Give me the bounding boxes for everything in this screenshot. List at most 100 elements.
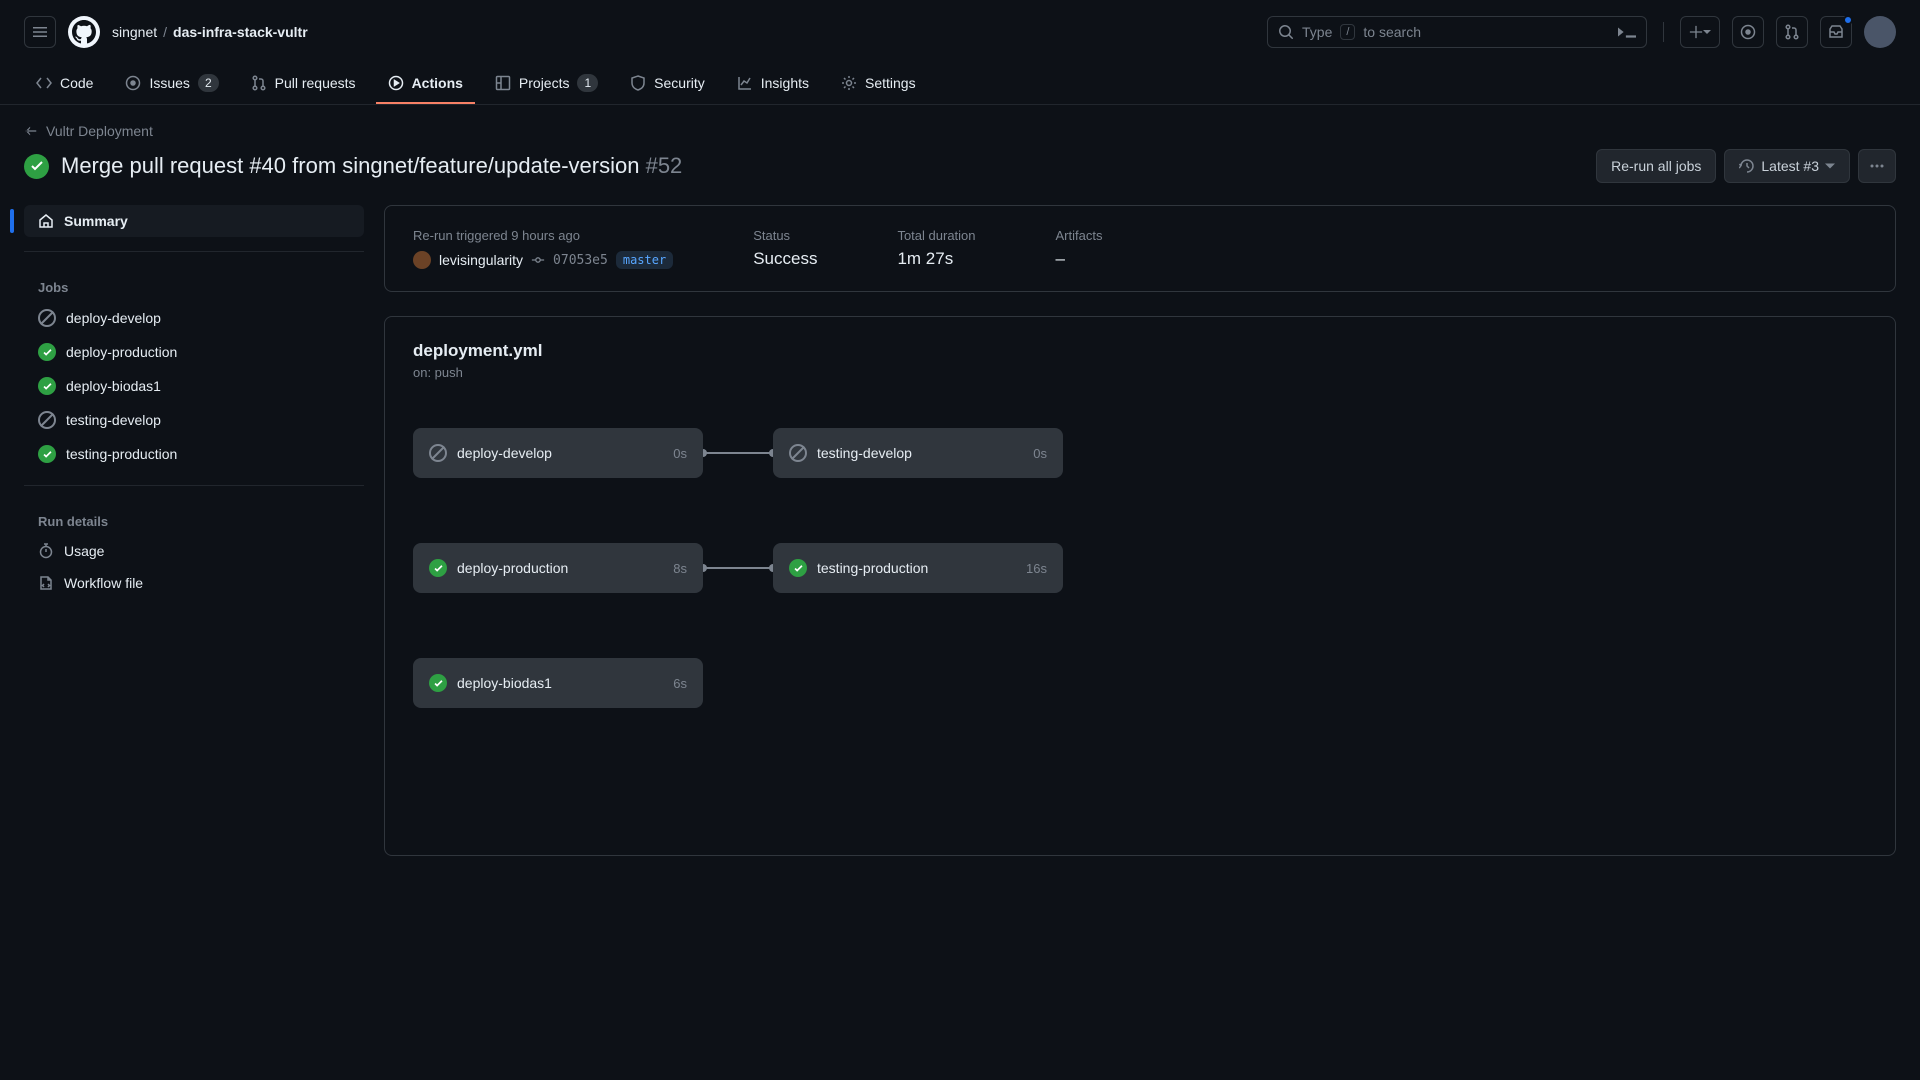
job-card-duration: 6s: [673, 676, 687, 691]
run-summary-box: Re-run triggered 9 hours ago levisingula…: [384, 205, 1896, 292]
workflow-graph-box: deployment.yml on: push deploy-develop0s…: [384, 316, 1896, 856]
user-avatar[interactable]: [1864, 16, 1896, 48]
actor-name[interactable]: levisingularity: [439, 252, 523, 268]
job-card-duration: 16s: [1026, 561, 1047, 576]
pr-icon: [251, 75, 267, 91]
skip-icon: [38, 309, 56, 327]
check-icon: [38, 343, 56, 361]
status-value: Success: [753, 249, 817, 269]
search-kbd: /: [1340, 24, 1355, 40]
tab-security[interactable]: Security: [618, 64, 717, 104]
breadcrumb: singnet / das-infra-stack-vultr: [112, 24, 308, 40]
latest-attempt-dropdown[interactable]: Latest #3: [1724, 149, 1850, 183]
repo-link[interactable]: das-infra-stack-vultr: [173, 24, 308, 40]
tab-projects[interactable]: Projects 1: [483, 64, 610, 104]
shield-icon: [630, 75, 646, 91]
pulls-button[interactable]: [1776, 16, 1808, 48]
run-number: #52: [646, 153, 683, 178]
job-card-name: testing-develop: [817, 445, 912, 461]
job-card-name: deploy-production: [457, 560, 568, 576]
notifications-button[interactable]: [1820, 16, 1852, 48]
job-card[interactable]: testing-production16s: [773, 543, 1063, 593]
tab-insights[interactable]: Insights: [725, 64, 821, 104]
menu-toggle[interactable]: [24, 16, 56, 48]
file-icon: [38, 575, 54, 591]
pr-icon: [1784, 24, 1800, 40]
tab-issues[interactable]: Issues 2: [113, 64, 230, 104]
content: Vultr Deployment Merge pull request #40 …: [0, 105, 1920, 874]
job-card[interactable]: deploy-production8s: [413, 543, 703, 593]
create-new-button[interactable]: [1680, 16, 1720, 48]
job-card-name: deploy-develop: [457, 445, 552, 461]
history-icon: [1739, 158, 1755, 174]
check-icon: [789, 559, 807, 577]
search-input[interactable]: Type / to search: [1267, 16, 1647, 48]
code-icon: [36, 75, 52, 91]
arrow-left-icon: [24, 124, 38, 138]
check-icon: [429, 674, 447, 692]
tab-pulls[interactable]: Pull requests: [239, 64, 368, 104]
repo-tabs: Code Issues 2 Pull requests Actions Proj…: [0, 64, 1920, 105]
tab-code[interactable]: Code: [24, 64, 105, 104]
artifacts-label: Artifacts: [1056, 228, 1103, 243]
workflow-graph[interactable]: deploy-develop0stesting-develop0sdeploy-…: [413, 428, 1867, 828]
back-link[interactable]: Vultr Deployment: [24, 123, 1896, 139]
trigger-label: Re-run triggered 9 hours ago: [413, 228, 673, 243]
more-actions-button[interactable]: [1858, 149, 1896, 183]
sidebar-workflow-file[interactable]: Workflow file: [24, 567, 364, 599]
issues-count: 2: [198, 74, 219, 92]
skip-icon: [38, 411, 56, 429]
project-icon: [495, 75, 511, 91]
dropdown-icon: [1703, 28, 1711, 36]
main-panel: Re-run triggered 9 hours ago levisingula…: [384, 205, 1896, 856]
job-card-name: deploy-biodas1: [457, 675, 552, 691]
sidebar-job-item[interactable]: testing-production: [24, 437, 364, 471]
job-card[interactable]: deploy-develop 0s: [413, 428, 703, 478]
issue-icon: [125, 75, 141, 91]
sidebar-usage[interactable]: Usage: [24, 535, 364, 567]
run-details-heading: Run details: [24, 500, 364, 535]
workflow-trigger: on: push: [413, 365, 1867, 380]
sidebar-job-item[interactable]: testing-develop: [24, 403, 364, 437]
sidebar: Summary Jobs deploy-developdeploy-produc…: [24, 205, 364, 856]
run-title-row: Merge pull request #40 from singnet/feat…: [24, 149, 1896, 183]
sidebar-summary[interactable]: Summary: [24, 205, 364, 237]
actor-avatar[interactable]: [413, 251, 431, 269]
github-icon: [72, 20, 96, 44]
tab-actions[interactable]: Actions: [376, 64, 475, 104]
tab-settings[interactable]: Settings: [829, 64, 928, 104]
branch-tag[interactable]: master: [616, 251, 673, 269]
check-icon: [38, 377, 56, 395]
global-header: singnet / das-infra-stack-vultr Type / t…: [0, 0, 1920, 64]
rerun-button[interactable]: Re-run all jobs: [1596, 149, 1716, 183]
breadcrumb-separator: /: [163, 24, 167, 40]
sidebar-job-item[interactable]: deploy-develop: [24, 301, 364, 335]
gear-icon: [841, 75, 857, 91]
job-card-duration: 0s: [1033, 446, 1047, 461]
commit-icon: [531, 253, 545, 267]
commit-sha[interactable]: 07053e5: [553, 253, 608, 268]
job-name: testing-develop: [66, 412, 161, 428]
issues-button[interactable]: [1732, 16, 1764, 48]
job-card[interactable]: deploy-biodas1 6s: [413, 658, 703, 708]
home-icon: [38, 213, 54, 229]
sidebar-job-item[interactable]: deploy-biodas1: [24, 369, 364, 403]
connection-line: [703, 567, 773, 569]
job-name: deploy-production: [66, 344, 177, 360]
github-logo[interactable]: [68, 16, 100, 48]
search-suffix: to search: [1363, 24, 1421, 40]
job-card[interactable]: testing-develop 0s: [773, 428, 1063, 478]
job-card-duration: 0s: [673, 446, 687, 461]
run-title: Merge pull request #40 from singnet/feat…: [61, 153, 682, 179]
skip-icon: [789, 444, 807, 462]
search-prefix: Type: [1302, 24, 1332, 40]
owner-link[interactable]: singnet: [112, 24, 157, 40]
inbox-icon: [1828, 24, 1844, 40]
chevron-down-icon: [1825, 161, 1835, 171]
sidebar-job-item[interactable]: deploy-production: [24, 335, 364, 369]
command-palette-icon[interactable]: [1618, 23, 1636, 41]
play-icon: [388, 75, 404, 91]
run-status-icon: [24, 154, 49, 179]
search-icon: [1278, 24, 1294, 40]
notification-indicator: [1843, 15, 1853, 25]
